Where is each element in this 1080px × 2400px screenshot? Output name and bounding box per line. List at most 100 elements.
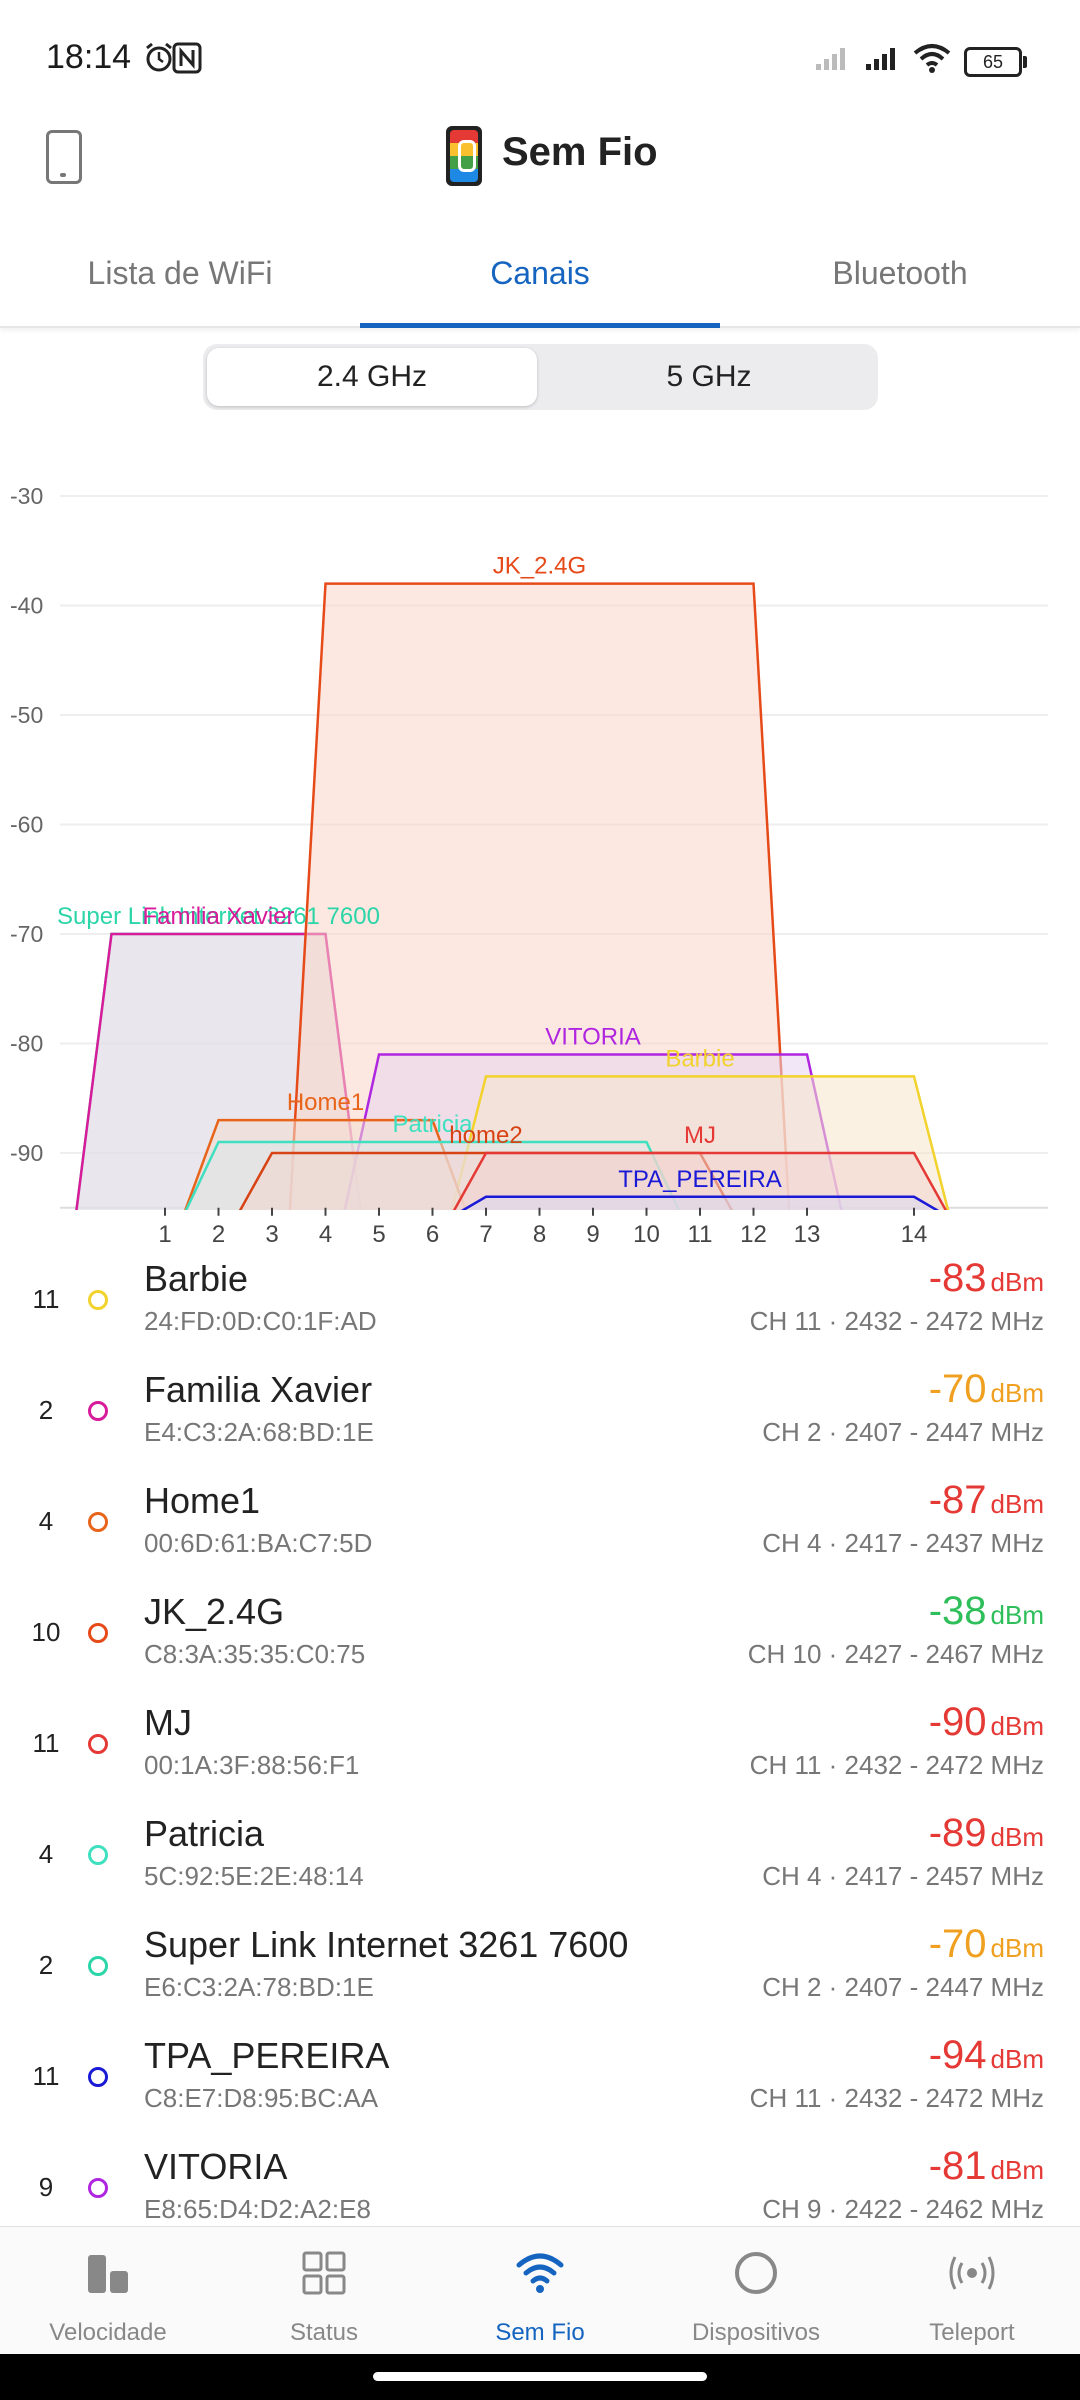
signal-value: -70	[928, 1922, 987, 1966]
device-icon[interactable]	[46, 130, 82, 184]
signal-unit: dBm	[990, 1267, 1044, 1297]
signal-value: -70	[928, 1367, 987, 1411]
list-item[interactable]: 11 Barbie 24:FD:0D:C0:1F:AD -83 dBm CH 11…	[0, 1250, 1080, 1361]
nav-teleport[interactable]: Teleport	[864, 2227, 1080, 2355]
x-tick-label: 10	[633, 1221, 660, 1248]
network-label: Familia Xavier	[142, 903, 294, 930]
channel-info: CH 10 · 2427 - 2467 MHz	[747, 1639, 1044, 1669]
network-label: home2	[449, 1122, 522, 1149]
y-tick-label: -80	[10, 1031, 43, 1057]
nav-status[interactable]: Status	[216, 2227, 432, 2355]
mac-address: C8:3A:35:35:C0:75	[144, 1639, 366, 1669]
nav-label: Velocidade	[49, 2319, 167, 2346]
band-5ghz-button[interactable]: 5 GHz	[666, 360, 752, 393]
ssid: Super Link Internet 3261 7600	[144, 1924, 629, 1965]
x-axis: 1 2 3 4 5 6 7 8 9 10 11 12 13 14	[158, 1207, 927, 1248]
y-tick-label: -70	[10, 921, 43, 947]
mac-address: E6:C3:2A:78:BD:1E	[144, 1972, 374, 2002]
signal-icon	[866, 48, 895, 70]
signal-value: -81	[928, 2144, 987, 2188]
signal-value: -89	[928, 1811, 987, 1855]
x-tick-label: 5	[372, 1221, 385, 1248]
mac-address: 00:1A:3F:88:56:F1	[144, 1750, 360, 1780]
signal-strength: -38 dBm	[929, 1589, 1044, 1634]
network-channel-shape	[460, 1195, 940, 1210]
mac-address: E8:65:D4:D2:A2:E8	[144, 2194, 371, 2224]
band-2-4ghz-button[interactable]: 2.4 GHz	[207, 348, 537, 406]
ssid: Barbie	[144, 1258, 249, 1299]
channel-info: CH 11 · 2432 - 2472 MHz	[749, 1306, 1044, 1336]
signal-strength: -70 dBm	[929, 1922, 1044, 1967]
signal-value: -94	[928, 2033, 987, 2077]
network-label: Home1	[287, 1089, 364, 1116]
network-color-dot	[88, 1623, 108, 1643]
ssid: TPA_PEREIRA	[144, 2035, 390, 2076]
tab-bluetooth[interactable]: Bluetooth	[832, 255, 968, 291]
y-axis-labels: -30 -40 -50 -60 -70 -80 -90	[10, 483, 43, 1166]
channel-number: 2	[38, 1950, 54, 1980]
ssid: MJ	[144, 1702, 192, 1743]
network-label: VITORIA	[545, 1023, 641, 1050]
signal-value: -38	[928, 1589, 987, 1633]
nav-wireless[interactable]: Sem Fio	[432, 2227, 648, 2355]
grid-icon	[302, 2251, 346, 2295]
nav-label: Teleport	[929, 2319, 1015, 2346]
channel-chart: -30 -40 -50 -60 -70 -80 -90 Super Link Interne…	[10, 483, 1048, 1248]
tab-wifi-list[interactable]: Lista de WiFi	[87, 255, 273, 291]
list-item[interactable]: 11 TPA_PEREIRA C8:E7:D8:95:BC:AA -94 dBm …	[0, 2027, 1080, 2138]
mac-address: C8:E7:D8:95:BC:AA	[144, 2083, 379, 2113]
network-color-dot	[88, 1956, 108, 1976]
battery-icon: 65	[964, 47, 1027, 77]
list-item[interactable]: 2 Super Link Internet 3261 7600 E6:C3:2A…	[0, 1916, 1080, 2027]
signal-strength: -70 dBm	[929, 1367, 1044, 1412]
list-item[interactable]: 2 Familia Xavier E4:C3:2A:68:BD:1E -70 dB…	[0, 1361, 1080, 1472]
network-color-dot	[88, 1845, 108, 1865]
wifi-icon	[516, 2253, 564, 2293]
list-item[interactable]: 10 JK_2.4G C8:3A:35:35:C0:75 -38 dBm CH 1…	[0, 1583, 1080, 1694]
x-tick-label: 13	[794, 1221, 821, 1248]
x-tick-label: 4	[319, 1221, 332, 1248]
channel-number: 4	[38, 1506, 54, 1536]
channel-info: CH 2 · 2407 - 2447 MHz	[762, 1417, 1044, 1447]
ssid: Familia Xavier	[144, 1369, 373, 1410]
list-item[interactable]: 11 MJ 00:1A:3F:88:56:F1 -90 dBm CH 11 · 2…	[0, 1694, 1080, 1805]
tab-channels[interactable]: Canais	[360, 240, 720, 328]
app-header: Sem Fio	[0, 110, 1080, 240]
x-tick-label: 11	[688, 1221, 713, 1248]
list-item[interactable]: 4 Home1 00:6D:61:BA:C7:5D -87 dBm CH 4 · …	[0, 1472, 1080, 1583]
signal-unit: dBm	[990, 1489, 1044, 1519]
signal-unit: dBm	[990, 2155, 1044, 2185]
ssid: JK_2.4G	[144, 1591, 285, 1632]
channel-number: 11	[32, 2061, 60, 2091]
nav-speed[interactable]: Velocidade	[0, 2227, 216, 2355]
home-indicator[interactable]	[373, 2372, 707, 2381]
signal-strength: -83 dBm	[929, 1256, 1044, 1301]
x-tick-label: 7	[479, 1221, 492, 1248]
list-item[interactable]: 9 VITORIA E8:65:D4:D2:A2:E8 -81 dBm CH 9 …	[0, 2138, 1080, 2225]
signal-unit: dBm	[990, 1822, 1044, 1852]
y-tick-label: -50	[10, 702, 43, 728]
channel-number: 11	[32, 1284, 60, 1314]
list-item[interactable]: 4 Patricia 5C:92:5E:2E:48:14 -89 dBm CH 4…	[0, 1805, 1080, 1916]
mac-address: 24:FD:0D:C0:1F:AD	[144, 1306, 377, 1336]
channel-number: 4	[38, 1839, 54, 1869]
network-label: Super Link Internet 3261 7600	[57, 903, 380, 930]
channel-info: CH 4 · 2417 - 2437 MHz	[762, 1528, 1044, 1558]
tab-bar: Lista de WiFi Canais Bluetooth	[0, 240, 1080, 328]
signal-unit: dBm	[990, 2044, 1044, 2074]
network-color-dot	[88, 1401, 108, 1421]
nav-devices[interactable]: Dispositivos	[648, 2227, 864, 2355]
channel-info: CH 4 · 2417 - 2457 MHz	[762, 1861, 1044, 1891]
status-bar: 18:14 65	[0, 0, 1080, 110]
signal-unit: dBm	[990, 1711, 1044, 1741]
signal-strength: -81 dBm	[929, 2144, 1044, 2189]
network-color-dot	[88, 1512, 108, 1532]
network-label: JK_2.4G	[493, 553, 586, 580]
x-tick-label: 9	[586, 1221, 599, 1248]
y-tick-label: -40	[10, 593, 43, 619]
x-tick-label: 2	[212, 1221, 225, 1248]
signal-strength: -87 dBm	[929, 1478, 1044, 1523]
signal-unit: dBm	[990, 1933, 1044, 1963]
nfc-icon	[172, 42, 202, 74]
app-title: Sem Fio	[502, 130, 658, 174]
